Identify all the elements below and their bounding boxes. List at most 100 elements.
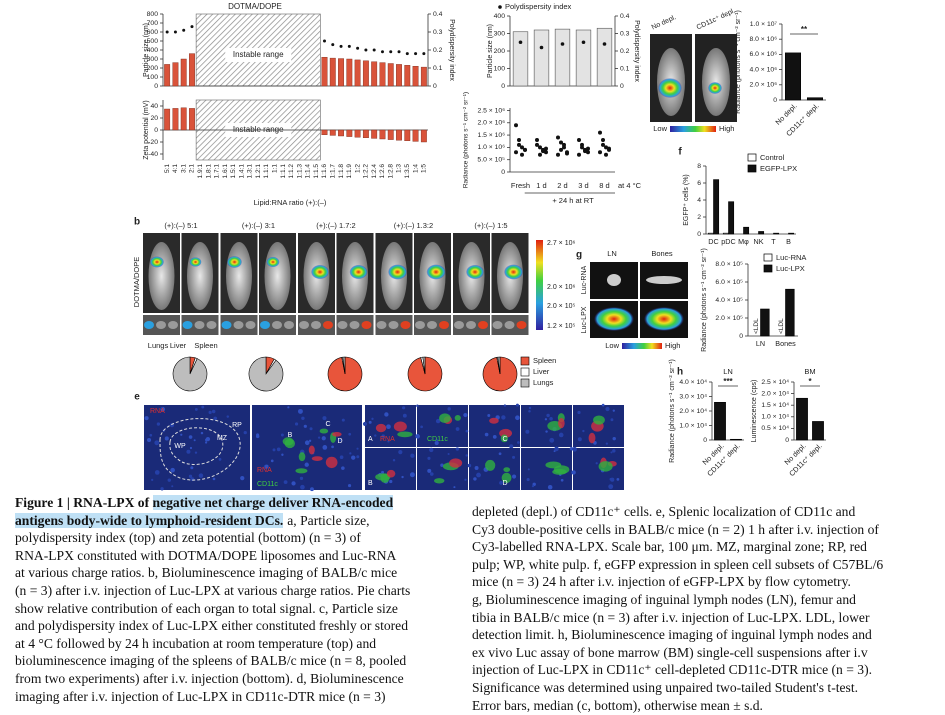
stain bbox=[503, 467, 511, 473]
significance: ** bbox=[801, 25, 808, 34]
caption-line: pulp; WP, white pulp. f, eGFP expression… bbox=[472, 556, 884, 572]
bar bbox=[773, 232, 780, 235]
cell bbox=[348, 432, 352, 436]
organ bbox=[284, 321, 294, 329]
stain bbox=[298, 452, 306, 462]
x-tick-label: 1:4 bbox=[412, 164, 419, 173]
signal bbox=[349, 264, 368, 280]
cell bbox=[276, 447, 281, 452]
stain bbox=[454, 414, 461, 421]
cell bbox=[321, 436, 326, 441]
x-tick-label: 1:1 bbox=[272, 164, 279, 173]
cell bbox=[447, 452, 450, 456]
micrograph-label: D bbox=[502, 480, 507, 487]
organ-label: Lungs bbox=[148, 341, 169, 350]
caption-line: depleted (depl.) of CD11c⁺ cells. e, Spl… bbox=[472, 504, 856, 519]
cell bbox=[170, 467, 175, 473]
pie-slice bbox=[497, 356, 501, 375]
tick-label: 0.3 bbox=[433, 29, 443, 36]
caption-text: a, Particle size, bbox=[287, 512, 370, 528]
cell bbox=[605, 406, 610, 412]
bar bbox=[743, 226, 750, 235]
y-axis-label: Particle size (nm) bbox=[143, 23, 150, 77]
pie-slice bbox=[172, 356, 208, 392]
panel-label: g bbox=[576, 250, 582, 261]
cell bbox=[465, 429, 469, 433]
tick-label: 100 bbox=[494, 65, 506, 72]
x-tick-label: 3:1 bbox=[180, 164, 187, 173]
cell bbox=[427, 468, 432, 473]
x-tick-label: T bbox=[771, 237, 776, 246]
cell bbox=[498, 452, 502, 456]
x-tick-label: 1:2.4 bbox=[371, 164, 378, 179]
cell bbox=[240, 476, 245, 481]
point bbox=[601, 138, 605, 142]
cell bbox=[381, 434, 385, 438]
cell bbox=[467, 463, 472, 468]
cell bbox=[453, 486, 456, 489]
cell bbox=[531, 485, 535, 488]
x-tick-label: 1.5:1 bbox=[230, 164, 237, 179]
tick-label: 0 bbox=[739, 333, 743, 340]
signal bbox=[150, 256, 164, 268]
tick-label: 200 bbox=[147, 65, 159, 72]
cell bbox=[204, 441, 208, 444]
cell bbox=[331, 445, 334, 449]
micrograph-label: CD11c bbox=[257, 481, 278, 488]
caption-line: at various charge ratios. b, Bioluminesc… bbox=[15, 565, 398, 581]
cell bbox=[189, 446, 193, 450]
colorbar-label: 2.0 × 10⁵ bbox=[547, 303, 575, 310]
x-tick-label: 1:2.8 bbox=[387, 164, 394, 179]
cell bbox=[213, 416, 218, 421]
panel-label: b bbox=[134, 217, 140, 228]
cell bbox=[526, 478, 530, 482]
cell bbox=[144, 416, 149, 421]
mouse bbox=[226, 242, 252, 310]
x-tick-label: 1:1.6 bbox=[321, 164, 328, 179]
x-tick-label: 1.7:1 bbox=[214, 164, 221, 179]
tick-label: 400 bbox=[147, 47, 159, 54]
cell bbox=[218, 457, 222, 461]
cell bbox=[291, 481, 296, 486]
point bbox=[544, 150, 548, 155]
cell bbox=[416, 404, 419, 408]
cell bbox=[171, 485, 174, 488]
cell bbox=[464, 478, 467, 481]
pdi-dot bbox=[339, 44, 343, 48]
cell bbox=[310, 487, 314, 492]
cell bbox=[386, 424, 391, 430]
x-tick-label: 2:1 bbox=[189, 164, 196, 173]
x-tick-label: pDC bbox=[721, 237, 735, 246]
cell bbox=[549, 437, 555, 443]
cell bbox=[389, 479, 393, 484]
panel-label: f bbox=[678, 147, 682, 158]
cell bbox=[384, 412, 389, 417]
tick-label: 700 bbox=[147, 20, 159, 27]
x-tick-label: 1:1.1 bbox=[280, 164, 287, 179]
cell bbox=[264, 464, 269, 469]
tick-label: 0 bbox=[785, 437, 789, 444]
cell bbox=[188, 474, 193, 478]
stain bbox=[308, 445, 315, 455]
bar bbox=[785, 288, 795, 337]
cell bbox=[577, 410, 581, 415]
organ bbox=[478, 321, 488, 329]
cell bbox=[164, 436, 169, 441]
panel-title: DOTMA/DOPE bbox=[228, 2, 282, 11]
x-tick-label: 1.4:1 bbox=[238, 164, 245, 179]
cell bbox=[616, 477, 620, 481]
tissue bbox=[607, 274, 621, 286]
signal bbox=[227, 256, 242, 268]
cell bbox=[509, 444, 514, 449]
tick-label: 0.1 bbox=[620, 65, 630, 72]
point bbox=[598, 150, 602, 155]
signal bbox=[189, 257, 202, 267]
y-axis-label: Luminescence (cps) bbox=[751, 380, 758, 443]
caption-line: Significance was determined using unpair… bbox=[472, 679, 859, 695]
cell bbox=[499, 480, 503, 485]
bar bbox=[796, 397, 808, 441]
x-tick-label: B bbox=[786, 237, 791, 246]
cell bbox=[558, 432, 564, 438]
bar bbox=[713, 179, 720, 235]
